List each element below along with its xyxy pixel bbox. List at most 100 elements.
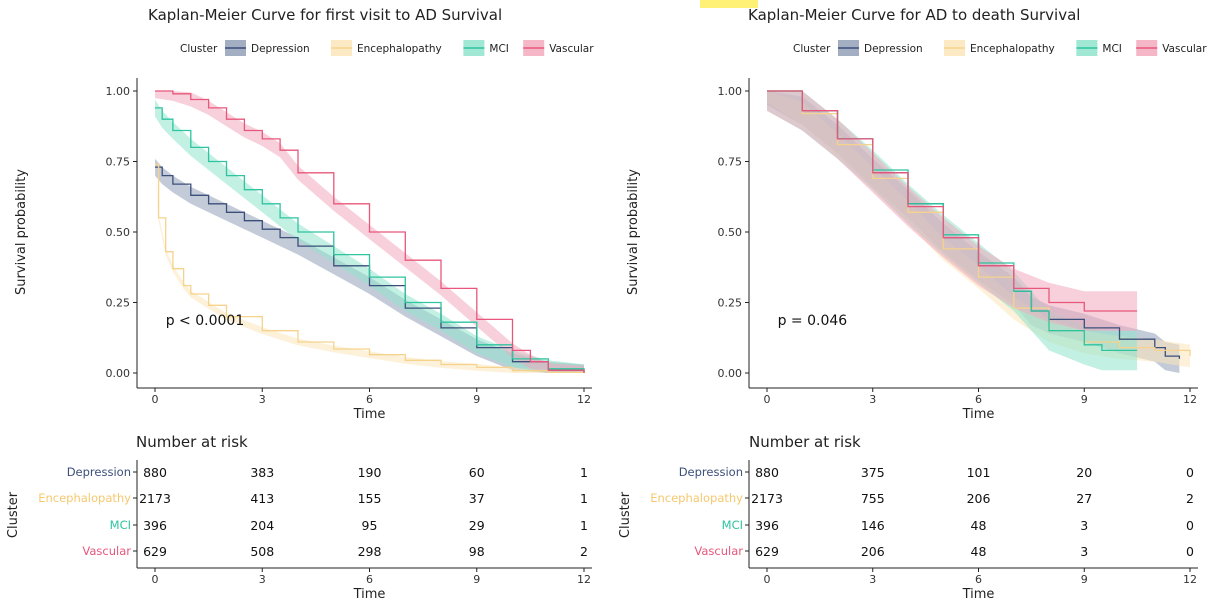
legend-label: Vascular [1162, 43, 1207, 55]
x-tick-label: 9 [1081, 393, 1088, 406]
risk-count: 1 [580, 518, 588, 533]
risk-count: 146 [861, 518, 885, 533]
risk-count: 396 [755, 518, 779, 533]
risk-count: 206 [861, 544, 885, 559]
risk-count: 2 [580, 544, 588, 559]
survival-line-encephalopathy [767, 90, 1191, 357]
x-tick-label: 0 [152, 393, 159, 406]
legend-label: MCI [489, 43, 509, 55]
km-panel-1: Kaplan-Meier Curve for first visit to AD… [6, 6, 594, 600]
risk-count: 98 [469, 544, 485, 559]
risk-count: 755 [861, 491, 885, 506]
risk-count: 0 [1186, 544, 1194, 559]
risk-count: 2 [1186, 491, 1194, 506]
x-tick-label: 6 [366, 393, 373, 406]
risk-table-title: Number at risk [136, 433, 248, 451]
survival-line-vascular [155, 90, 585, 373]
legend-label: Encephalopathy [357, 43, 442, 55]
legend-label: Encephalopathy [970, 43, 1055, 55]
highlight-mark [700, 0, 758, 8]
risk-y-axis-label: Cluster [6, 491, 21, 538]
risk-count: 629 [755, 544, 779, 559]
risk-count: 48 [971, 544, 987, 559]
km-panel-2: Kaplan-Meier Curve for AD to death Survi… [618, 6, 1207, 600]
p-value-label: p = 0.046 [778, 313, 848, 329]
risk-count: 3 [1080, 544, 1088, 559]
x-tick-label: 12 [1183, 393, 1197, 406]
risk-count: 1 [580, 465, 588, 480]
risk-count: 48 [971, 518, 987, 533]
x-tick-label: 0 [764, 393, 771, 406]
y-tick-label: 0.75 [106, 156, 131, 169]
risk-row-label: MCI [722, 518, 743, 532]
risk-row-label: Vascular [82, 544, 131, 558]
risk-row-label: Vascular [694, 544, 743, 558]
legend-label: Depression [251, 43, 310, 55]
risk-x-tick-label: 3 [869, 573, 876, 586]
risk-x-tick-label: 12 [577, 573, 591, 586]
legend-label: Depression [864, 43, 923, 55]
y-tick-label: 0.00 [106, 367, 131, 380]
y-tick-label: 1.00 [718, 85, 743, 98]
risk-row-label: Encephalopathy [38, 491, 131, 505]
legend-title: Cluster [180, 43, 218, 55]
risk-count: 0 [1186, 465, 1194, 480]
x-tick-label: 9 [473, 393, 480, 406]
x-tick-label: 6 [975, 393, 982, 406]
risk-count: 29 [469, 518, 485, 533]
risk-count: 2173 [751, 491, 783, 506]
legend-label: Vascular [549, 43, 594, 55]
risk-count: 375 [861, 465, 885, 480]
risk-count: 880 [755, 465, 779, 480]
risk-count: 101 [967, 465, 991, 480]
risk-x-tick-label: 3 [259, 573, 266, 586]
risk-count: 1 [580, 491, 588, 506]
risk-count: 155 [358, 491, 382, 506]
risk-count: 413 [250, 491, 274, 506]
risk-count: 629 [143, 544, 167, 559]
x-tick-label: 3 [869, 393, 876, 406]
risk-count: 298 [358, 544, 382, 559]
legend-label: MCI [1102, 43, 1122, 55]
x-axis-label: Time [353, 407, 386, 422]
legend-title: Cluster [793, 43, 831, 55]
risk-x-axis-label: Time [353, 587, 386, 600]
y-tick-label: 1.00 [106, 85, 131, 98]
risk-x-tick-label: 9 [473, 573, 480, 586]
risk-count: 60 [469, 465, 485, 480]
risk-row-label: Depression [67, 465, 131, 479]
y-tick-label: 0.50 [718, 226, 743, 239]
x-tick-label: 3 [259, 393, 266, 406]
risk-count: 383 [250, 465, 274, 480]
p-value-label: p < 0.0001 [166, 313, 245, 329]
risk-count: 880 [143, 465, 167, 480]
chart-title: Kaplan-Meier Curve for AD to death Survi… [748, 6, 1080, 24]
risk-count: 0 [1186, 518, 1194, 533]
chart-title: Kaplan-Meier Curve for first visit to AD… [148, 6, 502, 24]
risk-y-axis-label: Cluster [618, 491, 633, 538]
risk-x-tick-label: 6 [975, 573, 982, 586]
y-axis-label: Survival probability [14, 169, 29, 295]
risk-count: 37 [469, 491, 485, 506]
risk-count: 190 [358, 465, 382, 480]
risk-row-label: Depression [679, 465, 743, 479]
risk-x-tick-label: 0 [764, 573, 771, 586]
risk-count: 204 [250, 518, 274, 533]
risk-x-tick-label: 9 [1081, 573, 1088, 586]
x-tick-label: 12 [577, 393, 591, 406]
risk-count: 206 [967, 491, 991, 506]
y-tick-label: 0.25 [106, 297, 131, 310]
risk-table-title: Number at risk [749, 433, 861, 451]
risk-count: 27 [1076, 491, 1092, 506]
survival-line-mci [155, 107, 585, 373]
y-tick-label: 0.00 [718, 367, 743, 380]
survival-line-vascular [767, 90, 1138, 312]
y-tick-label: 0.50 [106, 226, 131, 239]
survival-line-depression [155, 166, 585, 373]
survival-line-encephalopathy [155, 163, 585, 374]
x-axis-label: Time [962, 407, 995, 422]
risk-count: 20 [1076, 465, 1092, 480]
y-axis-label: Survival probability [626, 169, 641, 295]
risk-x-tick-label: 6 [366, 573, 373, 586]
